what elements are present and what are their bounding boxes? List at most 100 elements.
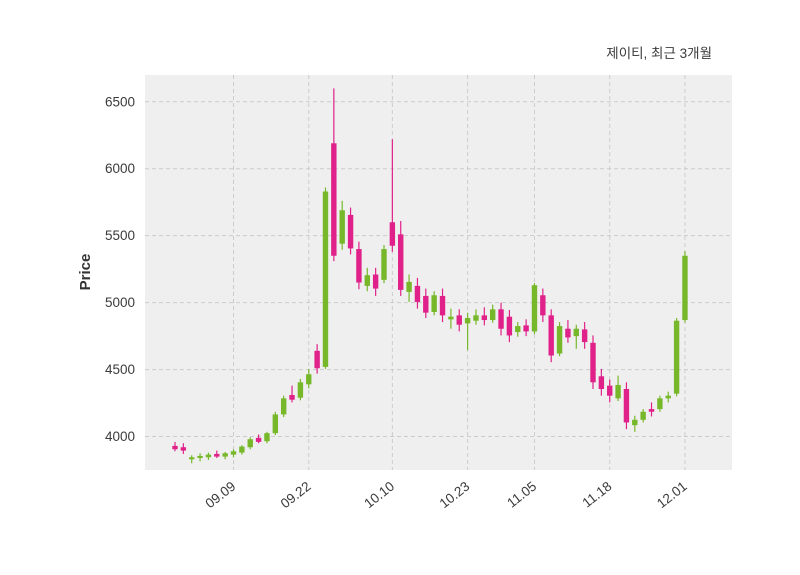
candle-down <box>372 267 379 296</box>
candle-up <box>322 187 329 369</box>
candle-down <box>598 368 605 396</box>
candle-up <box>673 318 680 397</box>
y-tick-label: 4000 <box>105 429 135 444</box>
candle-body <box>523 325 529 332</box>
candle-body <box>205 454 212 458</box>
candle-body <box>239 446 245 453</box>
candle-down <box>581 322 588 349</box>
candle-body <box>339 210 345 244</box>
candle-up <box>189 455 195 464</box>
candle-body <box>506 316 513 336</box>
candle-down <box>523 319 529 337</box>
candle-down <box>565 320 571 343</box>
candle-body <box>247 439 253 448</box>
candle-up <box>464 312 471 351</box>
candle-body <box>607 385 613 396</box>
candle-body <box>406 281 412 292</box>
candle-body <box>657 398 663 410</box>
candle-down <box>180 443 187 454</box>
candle-up <box>531 283 538 335</box>
candle-up <box>205 452 212 460</box>
y-tick-label: 6000 <box>105 161 135 176</box>
candle-body <box>473 315 479 321</box>
candle-down <box>255 434 262 444</box>
candle-down <box>623 382 630 430</box>
candle-up <box>381 245 387 284</box>
candle-up <box>280 395 287 418</box>
candle-body <box>280 398 287 415</box>
candle-body <box>306 374 312 385</box>
candle-body <box>531 285 538 332</box>
candle-down <box>414 277 421 309</box>
candle-up <box>197 453 203 462</box>
candle-body <box>665 395 671 399</box>
candle-up <box>682 251 688 323</box>
candle-body <box>548 315 554 356</box>
candle-body <box>598 376 605 389</box>
candle-body <box>197 455 203 458</box>
candle-body <box>381 249 387 280</box>
candle-up <box>264 431 270 444</box>
candle-up <box>406 274 412 302</box>
x-tick-label: 11.18 <box>580 479 615 511</box>
x-tick-label: 10.10 <box>361 479 397 512</box>
y-tick-label: 5000 <box>105 295 135 310</box>
candle-down <box>648 402 655 417</box>
candle-body <box>389 222 396 246</box>
candle-down <box>356 241 362 290</box>
candle-down <box>389 139 396 252</box>
candles-layer <box>172 88 688 464</box>
candle-body <box>556 326 563 354</box>
candle-body <box>331 143 337 256</box>
candle-down <box>548 309 554 363</box>
candle-up <box>657 395 663 412</box>
candle-down <box>314 344 320 374</box>
candle-body <box>448 316 454 320</box>
candle-body <box>272 414 279 434</box>
candle-body <box>456 315 462 325</box>
candle-up <box>665 391 671 403</box>
candle-down <box>481 307 488 326</box>
candle-up <box>339 200 345 250</box>
candle-body <box>648 409 655 412</box>
candle-body <box>289 395 295 400</box>
candle-up <box>230 449 237 458</box>
candle-body <box>214 453 220 457</box>
candle-down <box>590 335 596 389</box>
candle-body <box>372 274 379 289</box>
candle-body <box>297 382 304 398</box>
candle-body <box>423 295 429 313</box>
x-tick-label: 10.23 <box>437 479 473 512</box>
candle-body <box>573 328 579 337</box>
candle-body <box>222 453 228 457</box>
candle-body <box>364 275 370 286</box>
candle-down <box>423 288 429 319</box>
candle-down <box>607 379 613 403</box>
candle-body <box>314 350 320 369</box>
candle-body <box>632 419 638 426</box>
candle-body <box>682 255 688 321</box>
candle-up <box>615 375 621 402</box>
candle-body <box>347 214 354 249</box>
candle-body <box>356 249 362 283</box>
candle-up <box>573 324 579 349</box>
x-tick-label: 09.09 <box>202 479 238 512</box>
y-tick-label: 5500 <box>105 228 135 243</box>
candle-down <box>456 309 462 332</box>
candle-up <box>222 451 228 460</box>
candle-body <box>481 315 488 321</box>
candle-up <box>556 322 563 357</box>
x-tick-label: 11.05 <box>504 479 539 511</box>
candle-body <box>540 295 546 316</box>
candle-body <box>189 457 195 460</box>
candle-up <box>364 267 370 292</box>
candle-body <box>414 285 421 302</box>
candle-up <box>473 309 479 325</box>
candle-down <box>214 450 220 458</box>
candle-body <box>615 384 621 399</box>
candle-down <box>289 385 295 403</box>
candle-up <box>247 437 253 450</box>
candle-body <box>623 388 630 423</box>
candle-body <box>439 295 446 316</box>
